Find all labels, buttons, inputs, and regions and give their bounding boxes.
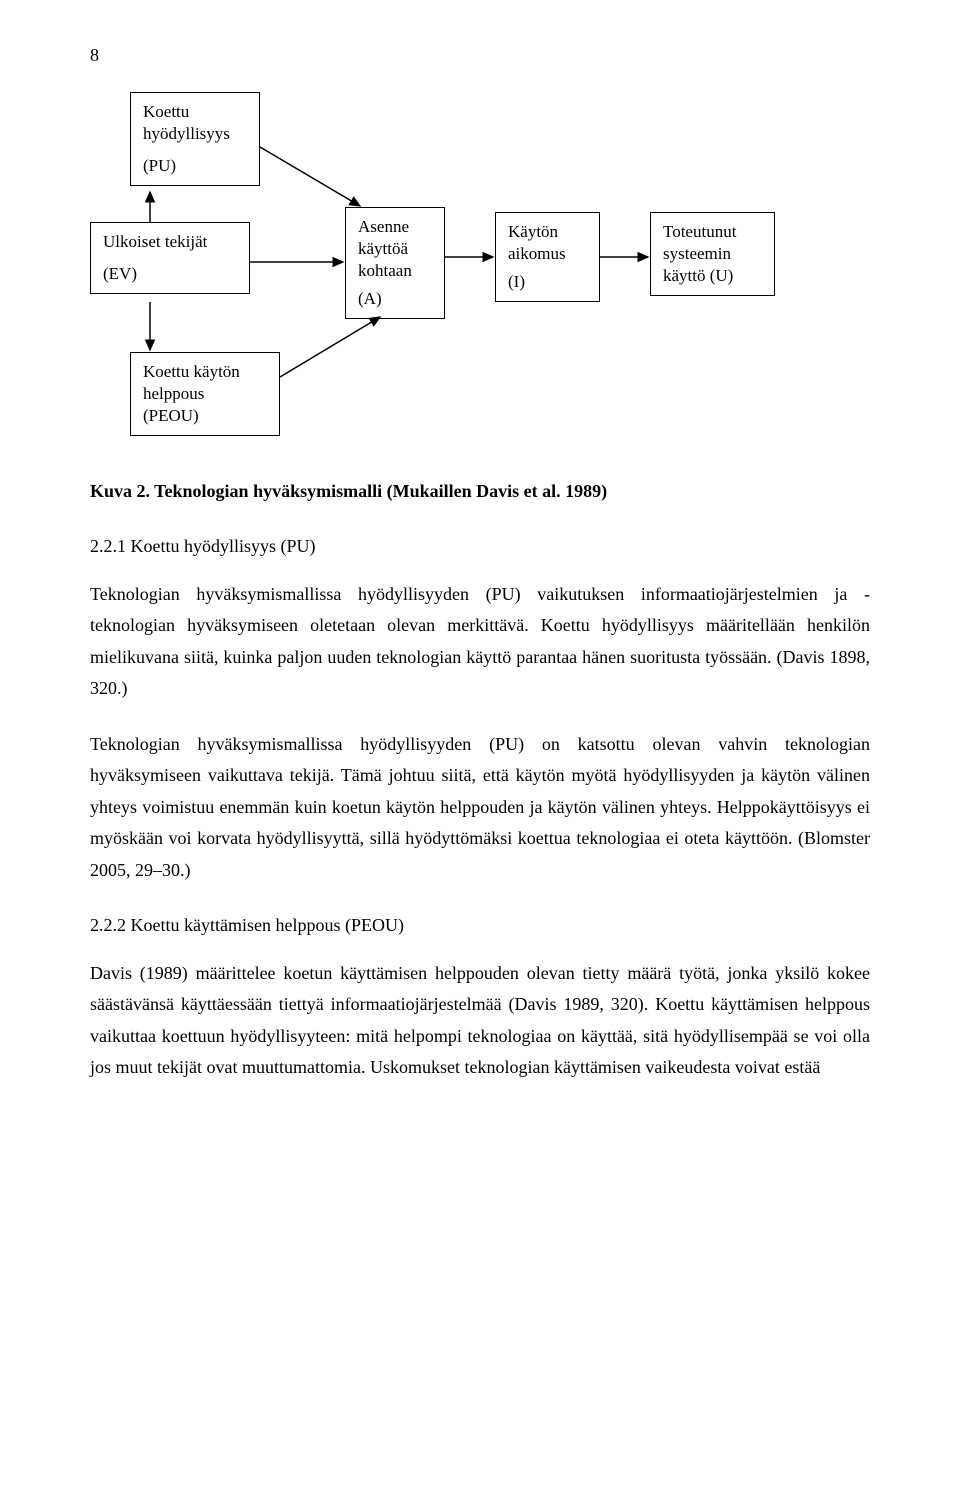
paragraph-2: Teknologian hyväksymismallissa hyödyllis…	[90, 729, 870, 887]
node-a-line3: kohtaan	[358, 260, 432, 282]
paragraph-1: Teknologian hyväksymismallissa hyödyllis…	[90, 579, 870, 705]
node-u: Toteutunut systeemin käyttö (U)	[650, 212, 775, 296]
page-number: 8	[90, 40, 870, 72]
node-u-line2: systeemin	[663, 243, 762, 265]
node-pu-line1: Koettu	[143, 101, 247, 123]
node-u-line1: Toteutunut	[663, 221, 762, 243]
node-i-line2: aikomus	[508, 243, 587, 265]
node-i-line3: (I)	[508, 271, 587, 293]
node-pu-line2: hyödyllisyys	[143, 123, 247, 145]
section-heading-1: 2.2.1 Koettu hyödyllisyys (PU)	[90, 531, 870, 563]
figure-caption: Kuva 2. Teknologian hyväksymismalli (Muk…	[90, 476, 870, 508]
node-peou: Koettu käytön helppous (PEOU)	[130, 352, 280, 436]
node-i-line1: Käytön	[508, 221, 587, 243]
node-a-line2: käyttöä	[358, 238, 432, 260]
node-a: Asenne käyttöä kohtaan (A)	[345, 207, 445, 319]
flowchart-diagram: Koettu hyödyllisyys (PU) Ulkoiset tekijä…	[90, 92, 870, 462]
section-heading-2: 2.2.2 Koettu käyttämisen helppous (PEOU)	[90, 910, 870, 942]
node-a-line4: (A)	[358, 288, 432, 310]
node-ev-line2: (EV)	[103, 263, 237, 285]
node-ev: Ulkoiset tekijät (EV)	[90, 222, 250, 294]
node-a-line1: Asenne	[358, 216, 432, 238]
node-ev-line1: Ulkoiset tekijät	[103, 231, 237, 253]
node-peou-line1: Koettu käytön	[143, 361, 267, 383]
node-peou-line3: (PEOU)	[143, 405, 267, 427]
node-pu: Koettu hyödyllisyys (PU)	[130, 92, 260, 186]
node-peou-line2: helppous	[143, 383, 267, 405]
node-pu-line3: (PU)	[143, 155, 247, 177]
node-i: Käytön aikomus (I)	[495, 212, 600, 302]
paragraph-3: Davis (1989) määrittelee koetun käyttämi…	[90, 958, 870, 1084]
node-u-line3: käyttö (U)	[663, 265, 762, 287]
